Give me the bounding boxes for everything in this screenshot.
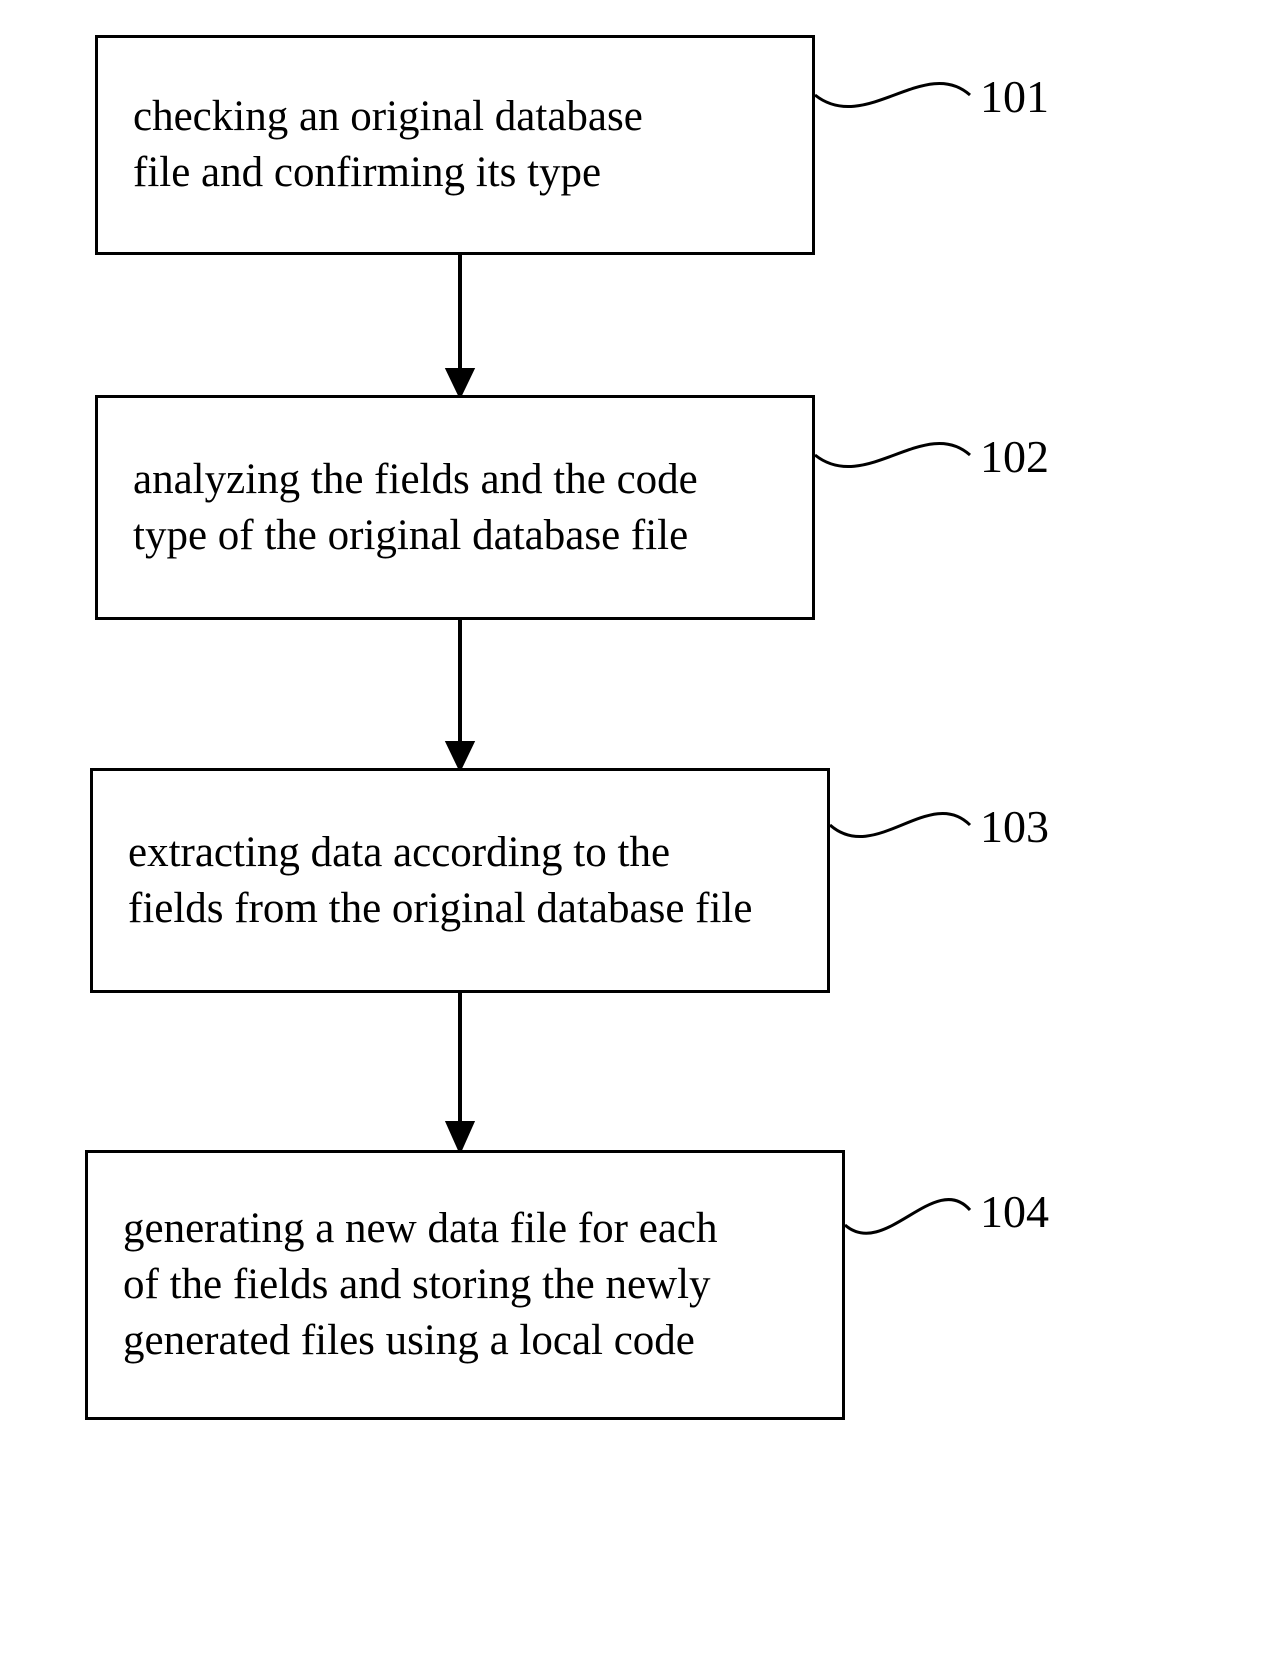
arrow-103-to-104 bbox=[440, 993, 480, 1153]
node-label-104: 104 bbox=[980, 1185, 1049, 1238]
node-label-102: 102 bbox=[980, 430, 1049, 483]
connector-curve-104 bbox=[845, 1170, 975, 1260]
flowchart-node-104: generating a new data file for each of t… bbox=[85, 1150, 845, 1420]
node-text-104: generating a new data file for each of t… bbox=[123, 1201, 718, 1369]
connector-curve-102 bbox=[815, 415, 975, 495]
flowchart-diagram: checking an original databasefile and co… bbox=[0, 0, 1274, 1667]
flowchart-node-103: extracting data according to thefields f… bbox=[90, 768, 830, 993]
node-text-103: extracting data according to thefields f… bbox=[128, 825, 752, 937]
arrow-102-to-103 bbox=[440, 620, 480, 772]
connector-curve-101 bbox=[815, 55, 975, 135]
node-text-102: analyzing the fields and the codetype of… bbox=[133, 452, 698, 564]
node-label-101: 101 bbox=[980, 70, 1049, 123]
flowchart-node-101: checking an original databasefile and co… bbox=[95, 35, 815, 255]
node-text-101: checking an original databasefile and co… bbox=[133, 89, 643, 201]
node-label-103: 103 bbox=[980, 800, 1049, 853]
arrow-101-to-102 bbox=[440, 255, 480, 400]
connector-curve-103 bbox=[830, 785, 975, 865]
flowchart-node-102: analyzing the fields and the codetype of… bbox=[95, 395, 815, 620]
